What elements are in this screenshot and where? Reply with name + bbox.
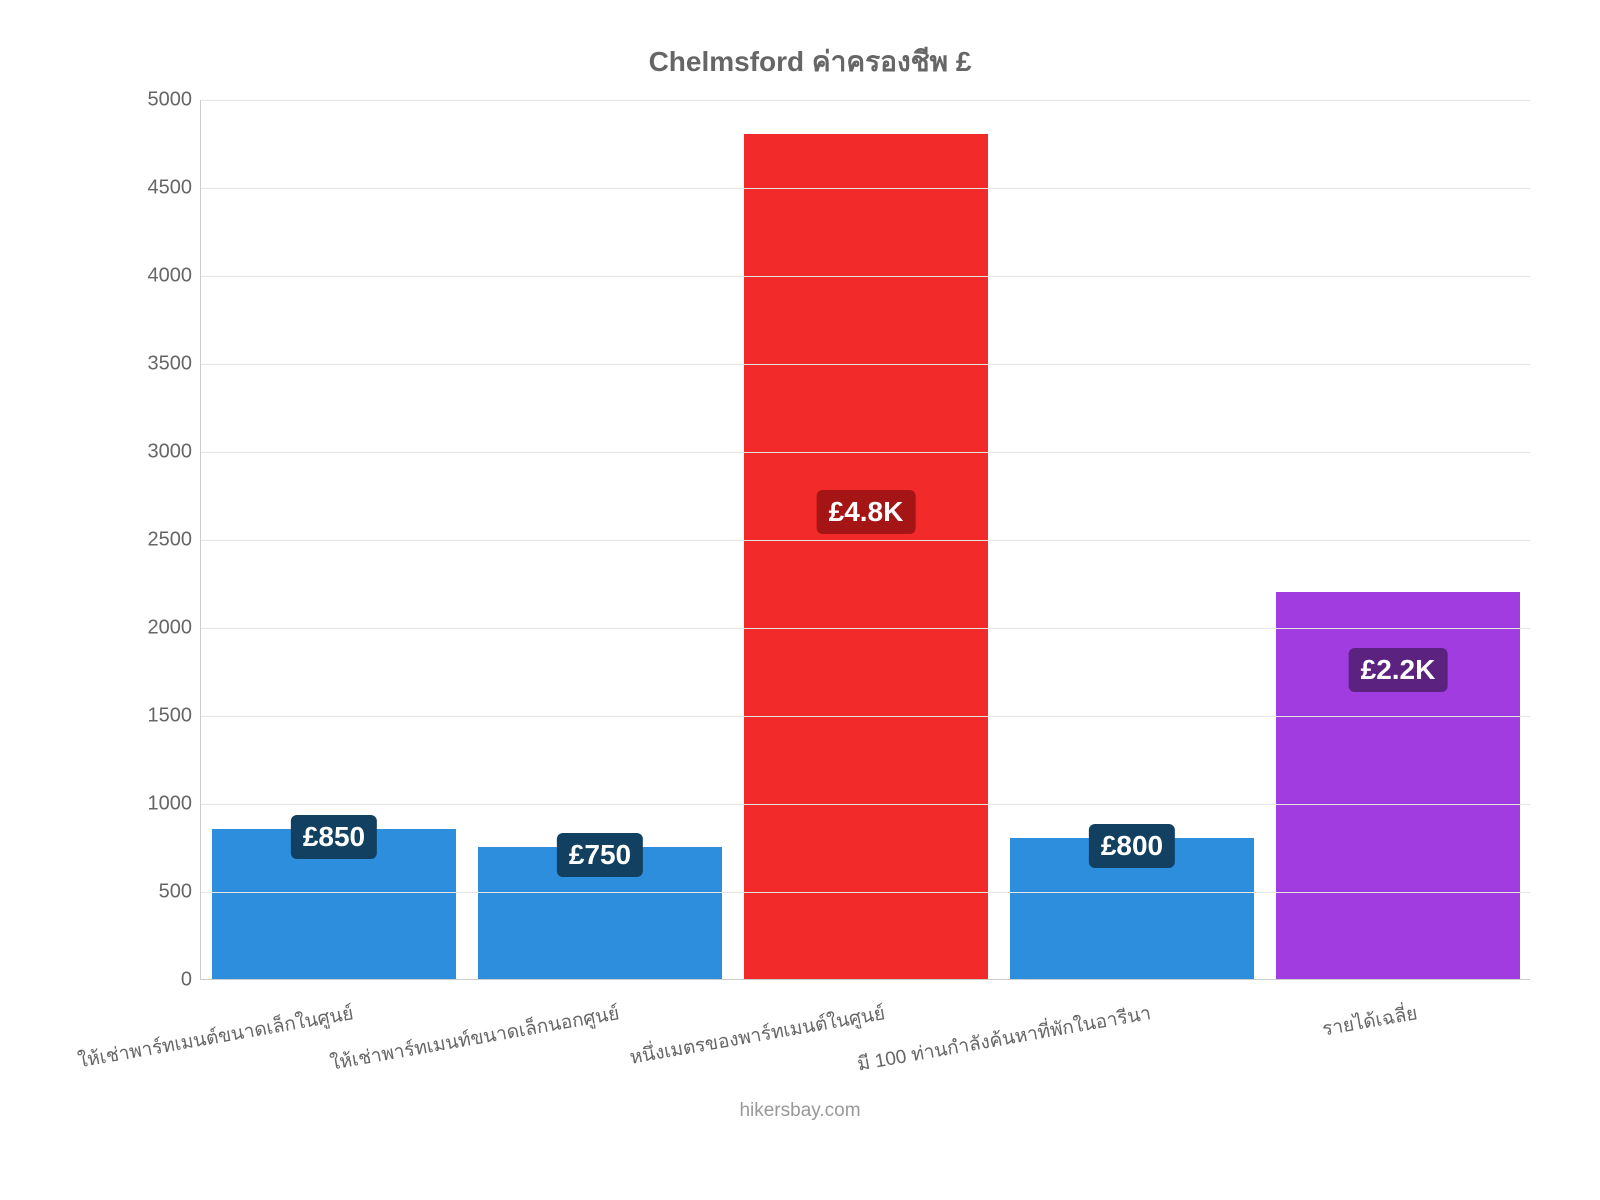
gridline (201, 804, 1530, 805)
gridline (201, 100, 1530, 101)
gridline (201, 540, 1530, 541)
gridline (201, 892, 1530, 893)
chart-title: Chelmsford ค่าครองชีพ £ (90, 40, 1530, 84)
ytick-label: 4000 (148, 265, 193, 288)
bar: £2.2K (1276, 592, 1521, 979)
bar: £800 (1010, 838, 1255, 979)
ytick-label: 500 (159, 881, 192, 904)
ytick-label: 5000 (148, 89, 193, 112)
xtick-label: มี 100 ท่านกำลังค้นหาที่พักในอารีนา (855, 998, 1153, 1079)
xtick-label: ให้เช่าพาร์ทเมนต์ขนาดเล็กในศูนย์ (75, 998, 355, 1076)
bar: £750 (478, 847, 723, 979)
chart-container: Chelmsford ค่าครองชีพ £ 0 500 1000 1500 2000… (90, 40, 1530, 1060)
bar-value-label: £4.8K (817, 490, 916, 534)
gridline (201, 188, 1530, 189)
ytick-label: 3000 (148, 441, 193, 464)
bar-value-label: £800 (1089, 824, 1175, 868)
ytick-label: 2000 (148, 617, 193, 640)
gridline (201, 364, 1530, 365)
xtick-label: รายได้เฉลี่ย (1320, 998, 1420, 1044)
ytick-label: 0 (181, 969, 192, 992)
ytick-label: 3500 (148, 353, 193, 376)
ytick-label: 4500 (148, 177, 193, 200)
gridline (201, 276, 1530, 277)
bar-value-label: £850 (291, 815, 377, 859)
gridline (201, 452, 1530, 453)
plot-area: £850£750£4.8K£800£2.2K (200, 100, 1530, 980)
bar: £4.8K (744, 134, 989, 979)
ytick-label: 1000 (148, 793, 193, 816)
bar-value-label: £750 (557, 833, 643, 877)
attribution-text: hikersbay.com (739, 1100, 860, 1122)
y-axis-ticks: 0500100015002000250030003500400045005000 (90, 100, 200, 980)
bar-value-label: £2.2K (1349, 648, 1448, 692)
gridline (201, 716, 1530, 717)
bar: £850 (212, 829, 457, 979)
gridline (201, 628, 1530, 629)
x-axis-labels: ให้เช่าพาร์ทเมนต์ขนาดเล็กในศูนย์ให้เช่าพ… (200, 990, 1530, 1070)
xtick-label: หนึ่งเมตรของพาร์ทเมนต์ในศูนย์ (628, 998, 888, 1072)
xtick-label: ให้เช่าพาร์ทเมนท์ขนาดเล็กนอกศูนย์ (328, 998, 622, 1078)
ytick-label: 2500 (148, 529, 193, 552)
ytick-label: 1500 (148, 705, 193, 728)
